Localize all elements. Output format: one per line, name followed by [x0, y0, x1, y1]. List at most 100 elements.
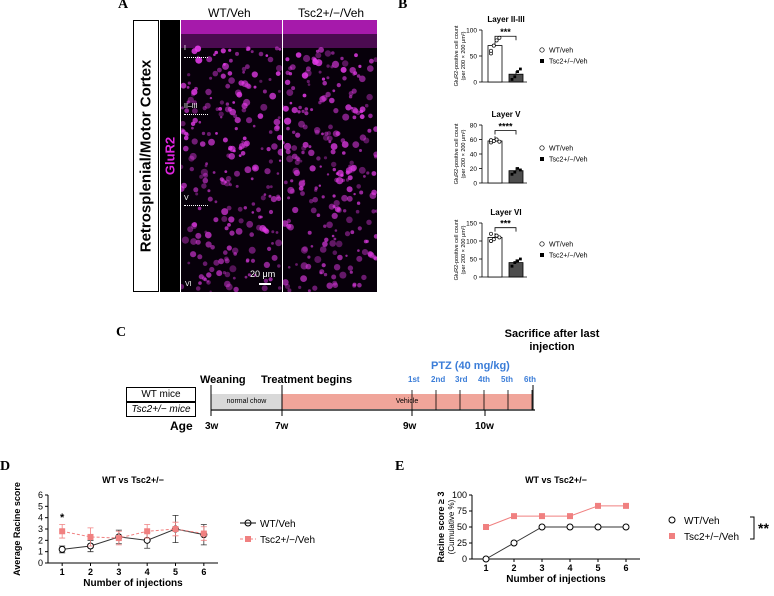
- bar-ylabel-line1: GluR2-positive cell count: [454, 25, 460, 86]
- micro-cell: [241, 141, 249, 148]
- age-label: Age: [170, 419, 193, 433]
- legend-tsc-label: Tsc2+/−/Veh: [260, 535, 315, 546]
- micro-cell: [358, 166, 366, 174]
- line-ylabel: Racine score ≥ 3(Cumulative %): [436, 492, 456, 563]
- micro-cell: [186, 100, 190, 104]
- layer-label-vi: VI: [185, 281, 192, 288]
- micro-cell: [284, 117, 292, 125]
- micro-cell: [326, 282, 333, 289]
- legend-tsc-marker: [540, 59, 544, 63]
- micro-cell: [318, 70, 322, 74]
- micro-cell: [314, 186, 318, 190]
- weaning-label: Weaning: [200, 374, 246, 386]
- micro-cell: [204, 164, 208, 168]
- micro-cell: [263, 193, 267, 196]
- micro-cell: [236, 91, 243, 98]
- micro-cell: [262, 89, 267, 94]
- series-point: [623, 502, 629, 509]
- micro-cell: [302, 246, 308, 252]
- panel-d-label: D: [0, 459, 11, 474]
- micro-cell: [326, 64, 330, 68]
- sig-stars: ****: [498, 122, 513, 132]
- micro-cell: [245, 258, 250, 262]
- bar-tick-label: 100: [466, 239, 477, 246]
- micro-cell: [213, 53, 216, 56]
- micro-cell: [209, 266, 215, 273]
- micro-cell: [295, 132, 301, 138]
- micro-cell: [342, 76, 347, 81]
- micro-cell: [251, 211, 255, 214]
- micro-cell: [357, 249, 360, 252]
- micro-cell: [354, 53, 358, 58]
- micro-cell: [181, 82, 187, 89]
- micro-cell: [328, 203, 335, 210]
- micro-cell: [181, 236, 189, 244]
- micro-cell: [343, 209, 347, 213]
- legend-wt-marker: [668, 516, 676, 524]
- micro-cell: [329, 240, 336, 247]
- micro-cell: [333, 237, 337, 241]
- micro-cell: [205, 241, 212, 248]
- micro-cell: [204, 102, 211, 109]
- micro-cell: [319, 246, 327, 253]
- micro-cell: [358, 64, 362, 68]
- micro-cell: [331, 212, 338, 219]
- micro-cell: [232, 276, 236, 280]
- micro-cell: [323, 224, 327, 228]
- micro-cell: [283, 105, 289, 112]
- micro-cell: [251, 202, 256, 206]
- micro-cell: [341, 141, 349, 148]
- micro-cell: [330, 143, 338, 150]
- micro-cell: [205, 162, 208, 166]
- micro-cell: [357, 282, 362, 288]
- micro-cell: [316, 213, 321, 217]
- micro-cell: [296, 157, 301, 162]
- micro-cell: [189, 152, 197, 160]
- micro-cell: [295, 52, 302, 58]
- micro-cell: [283, 141, 285, 145]
- micro-cell: [246, 117, 253, 124]
- micro-cell: [248, 246, 256, 254]
- micro-cell: [268, 194, 272, 198]
- micro-cell: [300, 246, 308, 254]
- micro-cell: [367, 128, 372, 133]
- micro-cell: [321, 94, 328, 102]
- micro-cell: [323, 134, 329, 141]
- micro-cell: [192, 117, 198, 124]
- micro-cell: [235, 51, 239, 56]
- micro-cell: [310, 108, 314, 112]
- micro-cell: [302, 93, 307, 98]
- micro-cell: [218, 107, 223, 111]
- micro-cell: [348, 165, 356, 173]
- micro-cell: [369, 192, 377, 200]
- series-point: [87, 533, 94, 540]
- bar-point: [510, 264, 514, 268]
- bar-chart-title: Layer VI: [490, 208, 521, 217]
- layer-divider-v: [184, 205, 208, 206]
- micro-cell: [288, 66, 293, 71]
- micro-cell: [332, 130, 340, 137]
- micro-cell: [198, 281, 202, 285]
- micro-cell: [221, 216, 228, 222]
- micro-cell: [222, 271, 226, 275]
- micro-cell: [221, 208, 229, 216]
- micro-cell: [348, 95, 353, 99]
- line-ytick-label: 3: [38, 524, 43, 534]
- micro-cell: [191, 89, 198, 96]
- line-ytick-label: 2: [38, 535, 43, 545]
- layer-divider-i: [184, 57, 208, 58]
- micro-cell: [292, 206, 299, 214]
- micro-cell: [290, 179, 294, 183]
- micro-cell: [234, 117, 241, 124]
- col-label-tsc: Tsc2+/−/Veh: [298, 6, 365, 20]
- micro-cell: [297, 110, 301, 114]
- bar-wt: [487, 140, 503, 184]
- micro-cell: [224, 258, 230, 264]
- micro-cell: [215, 132, 218, 135]
- line-xtick-label: 4: [567, 563, 572, 573]
- bar-tick-label: 100: [466, 28, 477, 35]
- series-point: [115, 535, 122, 542]
- micro-cell: [356, 74, 361, 78]
